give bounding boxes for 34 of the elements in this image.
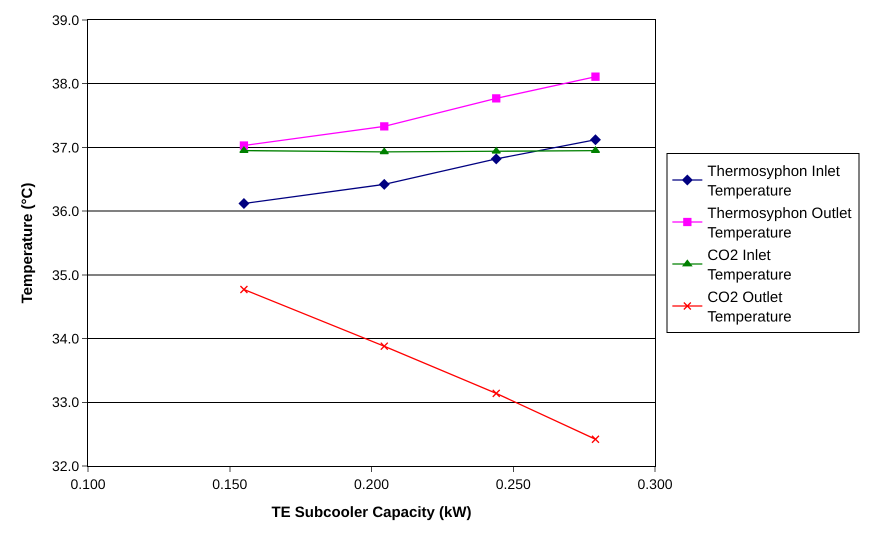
x-tick-label: 0.200 bbox=[354, 476, 390, 492]
point bbox=[591, 72, 600, 81]
y-tick-label: 35.0 bbox=[52, 266, 80, 283]
point bbox=[492, 389, 500, 398]
point bbox=[590, 146, 600, 154]
point bbox=[492, 147, 501, 154]
point bbox=[492, 94, 500, 103]
y-axis-title: Temperature (°C) bbox=[19, 182, 36, 304]
point bbox=[591, 435, 600, 444]
point bbox=[491, 154, 502, 164]
point bbox=[379, 179, 390, 190]
x-tick-label: 0.150 bbox=[212, 476, 248, 492]
y-tick-label: 36.0 bbox=[52, 203, 80, 220]
point bbox=[590, 134, 601, 145]
legend-label: Thermosyphon Outlet Temperature bbox=[707, 205, 852, 242]
y-tick-label: 33.0 bbox=[52, 394, 80, 410]
point bbox=[238, 198, 250, 209]
y-tick-label: 38.0 bbox=[52, 76, 80, 92]
legend-label: CO2 Inlet Temperature bbox=[707, 247, 792, 284]
point bbox=[380, 148, 389, 154]
y-tick-label: 39.0 bbox=[52, 12, 80, 28]
legend-label: Thermosyphon Inlet Temperature bbox=[707, 163, 841, 200]
point bbox=[240, 285, 248, 294]
x-tick-label: 0.250 bbox=[496, 476, 531, 492]
x-tick-label: 0.300 bbox=[637, 476, 673, 492]
x-axis-title: TE Subcooler Capacity (kW) bbox=[271, 504, 472, 521]
legend-label: CO2 Outlet Temperature bbox=[707, 289, 792, 326]
y-tick-label: 37.0 bbox=[52, 139, 80, 156]
point bbox=[380, 342, 388, 350]
x-tick-label: 0.100 bbox=[70, 476, 106, 492]
y-tick-label: 34.0 bbox=[52, 330, 80, 346]
point bbox=[380, 122, 388, 131]
point bbox=[239, 146, 249, 154]
y-tick-label: 32.0 bbox=[52, 458, 80, 474]
